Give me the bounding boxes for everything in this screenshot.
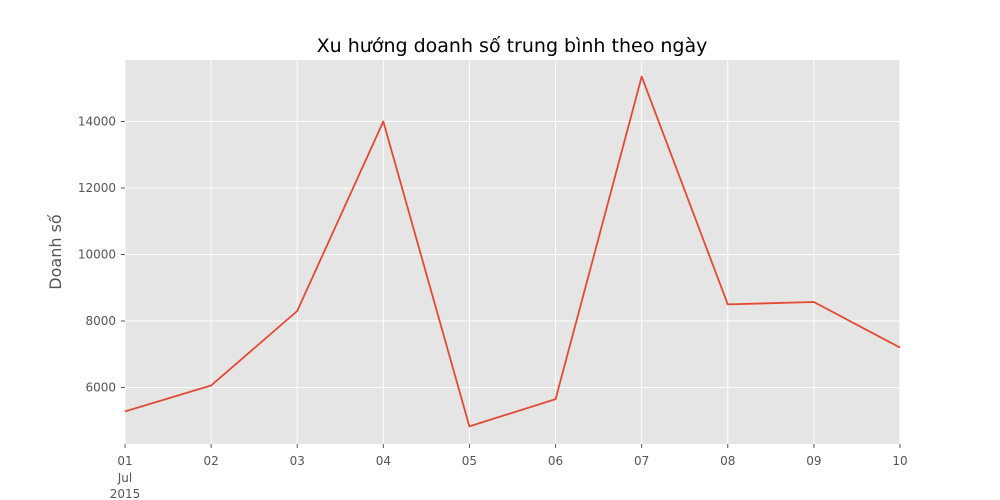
y-tick-label: 10000	[78, 247, 116, 261]
x-tick-label: 01	[117, 454, 132, 468]
data-point	[813, 301, 815, 303]
data-point	[727, 303, 729, 305]
data-point	[382, 121, 384, 123]
data-point	[468, 425, 470, 427]
data-point	[555, 398, 557, 400]
x-axis: 01 02 03 04 05 06 07 08 09 10 Jul 2015	[110, 444, 908, 500]
plot-area	[125, 60, 900, 444]
x-tick-label: 09	[806, 454, 821, 468]
x-tick-label: 05	[462, 454, 477, 468]
chart-title: Xu hướng doanh số trung bình theo ngày	[317, 35, 708, 57]
y-axis: 6000 8000 10000 12000 14000	[78, 115, 125, 394]
x-tick-label: 07	[634, 454, 649, 468]
x-tick-label: 04	[376, 454, 391, 468]
y-tick-label: 14000	[78, 115, 116, 129]
y-tick-label: 12000	[78, 181, 116, 195]
y-axis-label: Doanh số	[46, 214, 65, 290]
data-point	[124, 410, 126, 412]
data-point	[296, 310, 298, 312]
data-point	[210, 384, 212, 386]
x-tick-label: 03	[290, 454, 305, 468]
x-year-label: 2015	[110, 487, 141, 500]
x-tick-label: 10	[892, 454, 907, 468]
x-tick-label: 06	[548, 454, 563, 468]
data-point	[899, 347, 901, 349]
grid-lines	[124, 60, 901, 444]
y-tick-label: 6000	[85, 380, 116, 394]
x-tick-label: 08	[720, 454, 735, 468]
y-tick-label: 8000	[85, 314, 116, 328]
x-month-label: Jul	[117, 471, 132, 485]
series-line	[124, 75, 901, 428]
x-tick-label: 02	[203, 454, 218, 468]
data-point	[641, 76, 643, 78]
